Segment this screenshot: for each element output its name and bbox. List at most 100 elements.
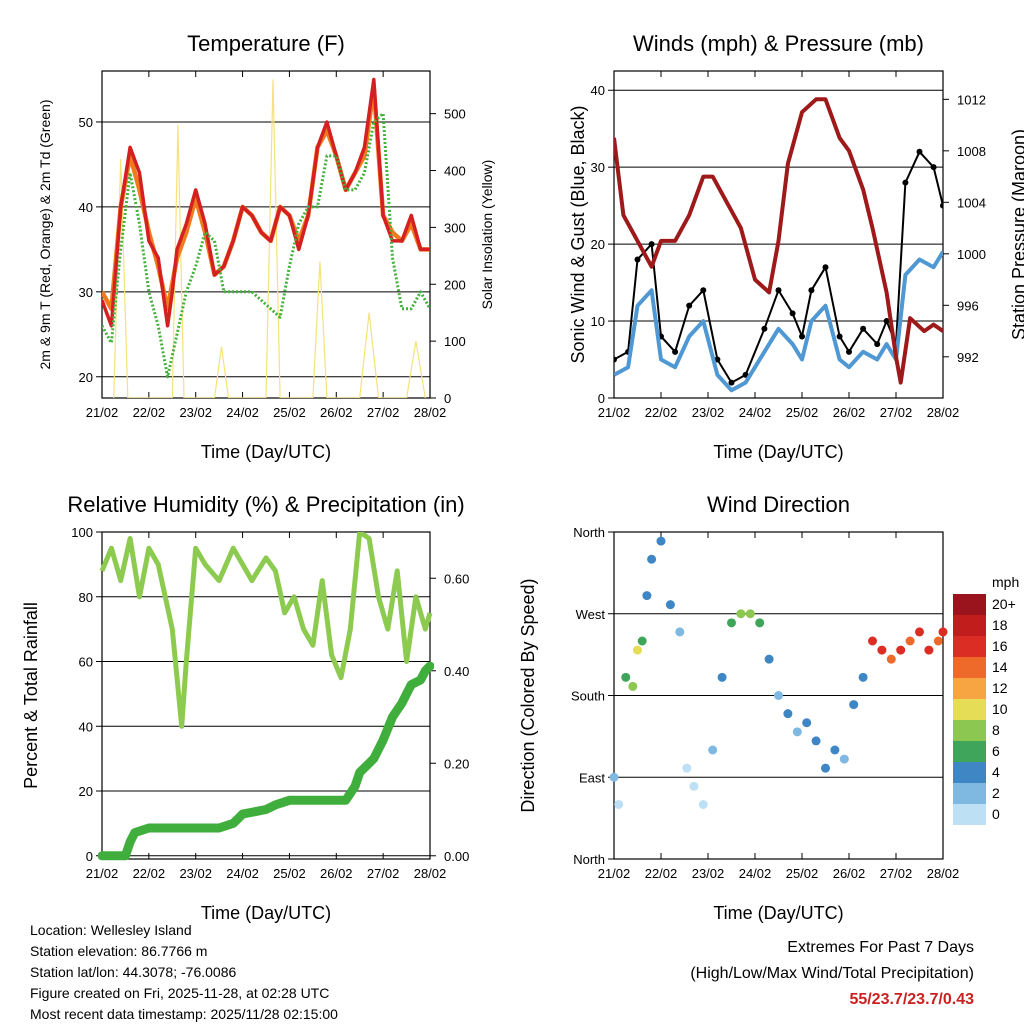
x-tick-label: 27/02 <box>367 405 400 420</box>
direction-point <box>755 618 765 628</box>
precip-line <box>98 661 434 861</box>
y2-tick-label: 1000 <box>957 247 986 262</box>
x-axis-label: Time (Day/UTC) <box>201 903 331 923</box>
direction-point <box>792 727 802 737</box>
y-axis-label: 2m & 9m T (Red, Orange) & 2m Td (Green) <box>37 100 53 370</box>
y-tick-label: 100 <box>71 525 93 540</box>
x-tick-label: 26/02 <box>833 866 866 881</box>
gust-point <box>761 325 768 332</box>
direction-point <box>621 672 631 682</box>
colorbar-level-label: 2 <box>992 785 1000 801</box>
y-tick-label: 50 <box>79 115 93 130</box>
direction-point <box>609 772 619 782</box>
direction-point <box>727 618 736 628</box>
station-info: Location: Wellesley Island Station eleva… <box>30 920 338 1025</box>
direction-point <box>745 609 755 619</box>
y2-axis-label: Station Pressure (Maroon) <box>1009 129 1024 340</box>
y-tick-label: 40 <box>591 83 605 98</box>
x-axis-label: Time (Day/UTC) <box>201 442 331 462</box>
y2-tick-label: 100 <box>444 334 466 349</box>
gust-point <box>614 356 617 363</box>
x-tick-label: 26/02 <box>320 405 353 420</box>
plot-frame <box>101 531 431 860</box>
y-axis-label: Sonic Wind & Gust (Blue, Black) <box>568 105 588 363</box>
y-tick-label: 20 <box>79 370 93 385</box>
direction-point <box>675 627 685 637</box>
y-tick-label: East <box>579 770 605 785</box>
direction-point <box>811 736 821 746</box>
direction-point <box>642 591 652 601</box>
colorbar-level-label: 16 <box>992 638 1008 654</box>
direction-point <box>698 800 708 809</box>
x-tick-label: 24/02 <box>226 866 259 881</box>
chart-title: Relative Humidity (%) & Precipitation (i… <box>67 492 464 517</box>
direction-point <box>708 745 718 755</box>
direction-point <box>933 636 943 646</box>
temp-2m-line <box>102 77 430 328</box>
y2-tick-label: 1004 <box>957 195 986 210</box>
y2-axis-label: Solar Insolation (Yellow) <box>479 160 495 310</box>
y-tick-label: 20 <box>79 784 93 799</box>
y2-tick-label: 992 <box>957 350 979 365</box>
gust-point <box>836 333 843 340</box>
x-tick-label: 25/02 <box>786 405 819 420</box>
y-tick-label: 10 <box>591 314 605 329</box>
rh-line <box>99 532 433 729</box>
x-tick-label: 26/02 <box>320 866 353 881</box>
colorbar-level-label: 18 <box>992 617 1008 633</box>
colorbar-swatch <box>953 783 986 804</box>
y2-tick-label: 0.40 <box>444 664 469 679</box>
y-tick-label: 40 <box>79 200 93 215</box>
y-tick-label: West <box>576 607 606 622</box>
direction-point <box>905 636 915 646</box>
y2-tick-label: 0.00 <box>444 849 469 864</box>
plot-frame <box>613 70 944 399</box>
gust-point <box>634 256 641 263</box>
direction-point <box>717 672 727 682</box>
direction-point <box>682 763 692 773</box>
y2-tick-label: 1008 <box>957 144 986 159</box>
x-tick-label: 25/02 <box>786 866 819 881</box>
insolation-line <box>113 79 426 398</box>
colorbar-swatch <box>953 657 986 678</box>
y-tick-label: 0 <box>598 391 605 406</box>
series-group <box>614 97 943 393</box>
extremes-subtitle: (High/Low/Max Wind/Total Precipitation) <box>690 965 974 982</box>
y-tick-label: 40 <box>79 719 93 734</box>
gust-point <box>822 264 829 271</box>
extremes-title: Extremes For Past 7 Days <box>787 939 974 956</box>
y-tick-label: 30 <box>591 160 605 175</box>
y-tick-label: 80 <box>79 590 93 605</box>
colorbar-swatch <box>953 699 986 720</box>
gust-point <box>714 356 721 363</box>
y2-tick-label: 0.20 <box>444 756 469 771</box>
direction-point <box>858 672 868 682</box>
y-tick-label: North <box>573 525 605 540</box>
x-axis-label: Time (Day/UTC) <box>713 903 843 923</box>
gust-point <box>846 348 852 355</box>
colorbar-swatch <box>953 636 986 657</box>
direction-point <box>774 691 783 700</box>
colorbar-swatch <box>953 804 986 825</box>
x-tick-label: 25/02 <box>273 405 306 420</box>
colorbar-swatch <box>953 678 986 699</box>
direction-point <box>764 654 774 664</box>
x-tick-label: 23/02 <box>179 405 212 420</box>
x-tick-label: 23/02 <box>692 866 725 881</box>
gust-point <box>940 202 943 209</box>
colorbar-level-label: 4 <box>992 764 1000 780</box>
extremes-box: Extremes For Past 7 Days (High/Low/Max W… <box>690 935 974 1013</box>
series-group <box>102 77 430 398</box>
elevation-text: Station elevation: 86.7766 m <box>30 943 208 959</box>
gust-point <box>808 287 815 294</box>
colorbar-level-label: 8 <box>992 722 1000 738</box>
direction-point <box>877 645 887 655</box>
gust-point <box>930 164 937 171</box>
y2-tick-label: 1012 <box>957 92 986 107</box>
y-tick-label: 20 <box>591 237 605 252</box>
gust-point <box>728 379 735 386</box>
y2-tick-label: 400 <box>444 164 466 179</box>
gust-point <box>860 325 867 332</box>
wind-line <box>614 250 943 393</box>
humidity-precip-panel: Relative Humidity (%) & Precipitation (i… <box>21 492 469 923</box>
